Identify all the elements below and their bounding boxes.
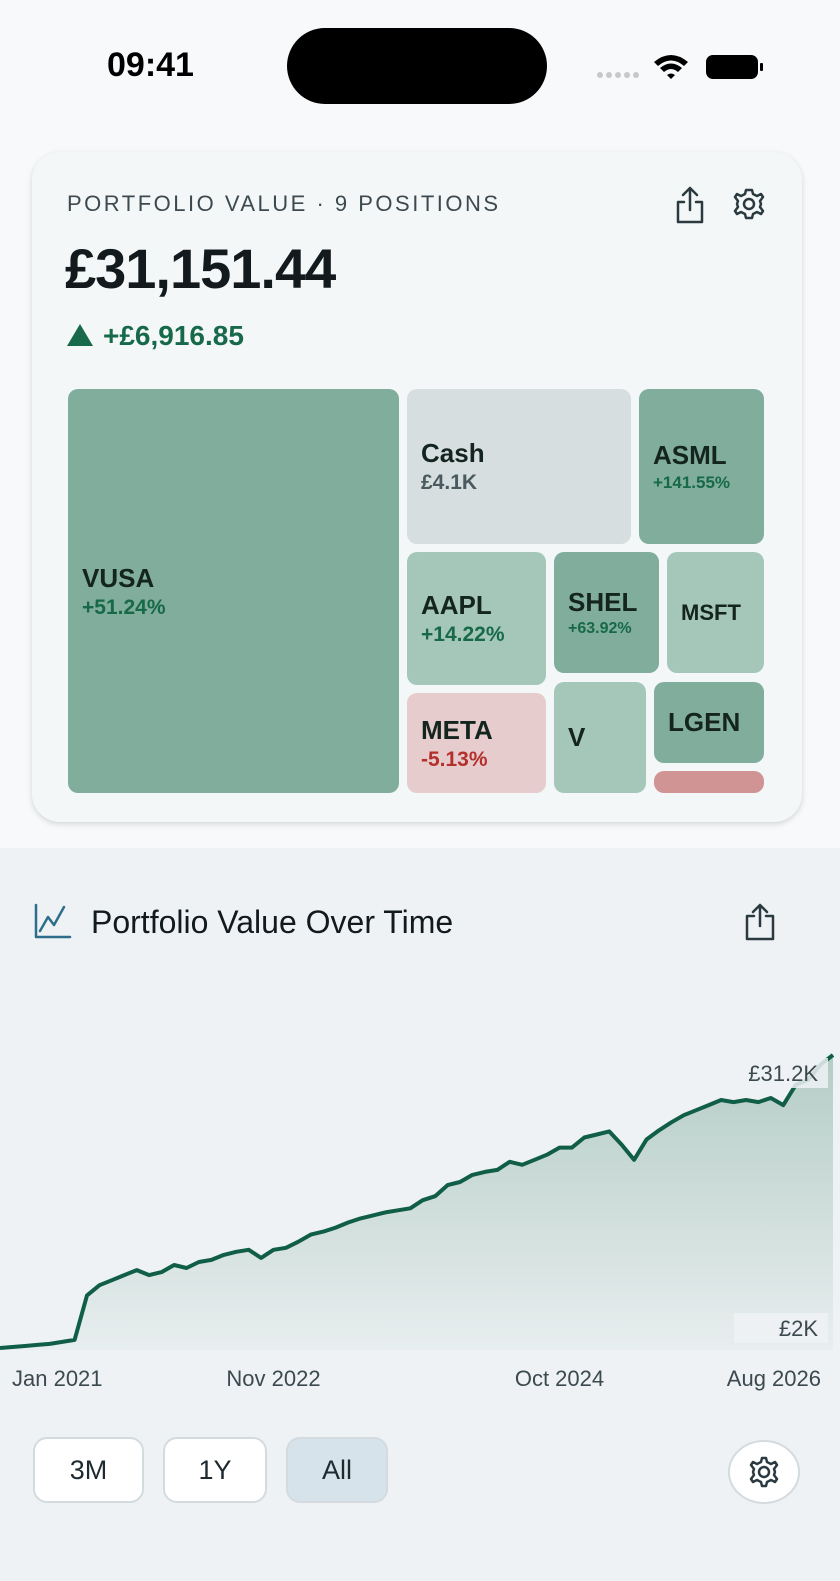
tile[interactable]: VUSA +51.24% <box>68 389 399 793</box>
tile[interactable]: Cash £4.1K <box>407 389 631 544</box>
chart-share[interactable] <box>744 902 776 942</box>
range-button[interactable]: 3M <box>33 1437 144 1503</box>
tile[interactable]: MSFT <box>667 552 764 673</box>
tile[interactable]: META -5.13% <box>407 693 546 793</box>
x-tick-label: Jan 2021 <box>12 1366 103 1391</box>
tile[interactable]: V <box>554 682 646 793</box>
y-tick-label: £31.2K <box>748 1061 818 1086</box>
tile-change: +51.24% <box>82 595 166 619</box>
dynamic-island <box>287 28 547 104</box>
chart-title: Portfolio Value Over Time <box>91 904 454 940</box>
tile-change: +141.55% <box>653 473 731 492</box>
tile-name: V <box>568 722 586 752</box>
tile-name: LGEN <box>668 707 741 737</box>
tile-name: Cash <box>421 438 485 468</box>
up-arrow <box>67 324 93 346</box>
tile[interactable]: ASML +141.55% <box>639 389 764 544</box>
tile-change: +63.92% <box>568 620 632 637</box>
tile-name: ASML <box>653 440 727 470</box>
tile-name: MSFT <box>681 599 741 625</box>
y-tick-bg <box>734 1313 828 1343</box>
x-tick-label: Oct 2024 <box>515 1366 604 1391</box>
status-time: 09:41 <box>107 46 194 84</box>
range-button[interactable]: 1Y <box>163 1437 267 1503</box>
tile[interactable]: SHEL +63.92% <box>554 552 659 673</box>
tile-name: SHEL <box>568 587 638 617</box>
tile[interactable]: AAPL +14.22% <box>407 552 546 685</box>
x-tick-label: Aug 2026 <box>727 1366 821 1391</box>
value-line <box>0 1053 835 1350</box>
tile[interactable]: LGEN <box>654 682 764 763</box>
tile-small[interactable] <box>654 771 764 793</box>
chart-settings[interactable] <box>727 1439 801 1505</box>
tile-value: £4.1K <box>421 471 478 494</box>
chart-icon <box>34 903 72 939</box>
portfolio-total: £31,151.44 <box>65 237 336 300</box>
card-actions[interactable] <box>672 184 772 226</box>
portfolio-change: +£6,916.85 <box>103 320 244 351</box>
area-fill <box>0 1055 833 1350</box>
x-tick-label: Nov 2022 <box>226 1366 320 1391</box>
range-button[interactable]: All <box>286 1437 388 1503</box>
status-icons <box>597 55 763 79</box>
tile-name: META <box>421 714 493 745</box>
tile-change: -5.13% <box>421 747 488 771</box>
tile-name: AAPL <box>421 590 492 620</box>
tile-name: VUSA <box>82 562 155 593</box>
y-tick-label: £2K <box>779 1316 818 1341</box>
y-tick-bg <box>734 1058 828 1088</box>
line-chart: £2K £31.2K Jan 2021 Nov 2022 Oct 2024 Aug 202… <box>0 1053 835 1391</box>
card-heading: PORTFOLIO VALUE · 9 POSITIONS <box>67 191 501 216</box>
tile-change: +14.22% <box>421 623 505 646</box>
